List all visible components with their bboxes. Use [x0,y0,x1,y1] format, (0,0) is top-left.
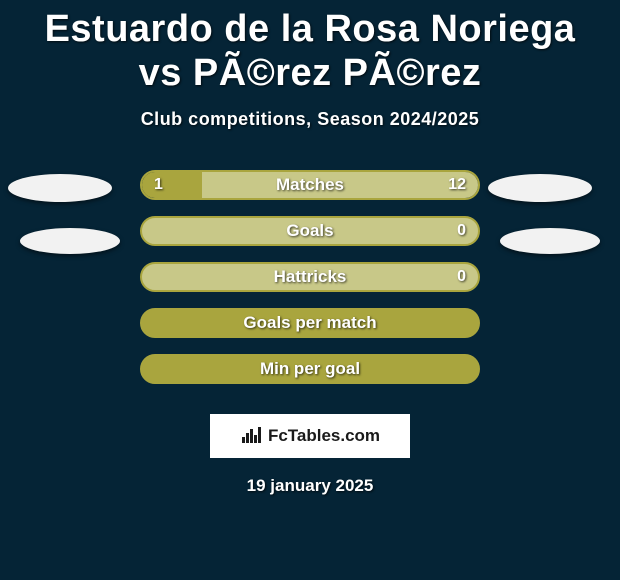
stat-label: Goals [286,221,333,241]
stat-label: Goals per match [243,313,376,333]
decorative-ellipse [8,174,112,202]
stat-row: Min per goal [0,354,620,400]
decorative-ellipse [20,228,120,254]
logo-text: FcTables.com [268,426,380,446]
date-label: 19 january 2025 [0,476,620,496]
page-title: Estuardo de la Rosa Noriega vs PÃ©rez PÃ… [0,0,620,95]
bar-chart-icon [240,425,262,448]
bar-left-segment [142,172,202,198]
stat-bar: Goals per match [140,308,480,338]
fctables-logo: FcTables.com [210,414,410,458]
comparison-chart: Matches 1 12 Goals 0 Hattricks 0 Goals per matc… [0,170,620,400]
stat-row: Hattricks 0 [0,262,620,308]
stat-value-left: 1 [154,176,163,194]
stat-bar: Matches 1 12 [140,170,480,200]
stat-value-right: 12 [448,176,466,194]
stat-row: Goals per match [0,308,620,354]
stat-bar: Min per goal [140,354,480,384]
comparison-card: Estuardo de la Rosa Noriega vs PÃ©rez PÃ… [0,0,620,580]
subtitle: Club competitions, Season 2024/2025 [0,109,620,130]
stat-value-right: 0 [457,268,466,286]
decorative-ellipse [488,174,592,202]
stat-bar: Hattricks 0 [140,262,480,292]
stat-label: Min per goal [260,359,360,379]
decorative-ellipse [500,228,600,254]
stat-value-right: 0 [457,222,466,240]
stat-label: Matches [276,175,344,195]
stat-label: Hattricks [274,267,347,287]
stat-bar: Goals 0 [140,216,480,246]
